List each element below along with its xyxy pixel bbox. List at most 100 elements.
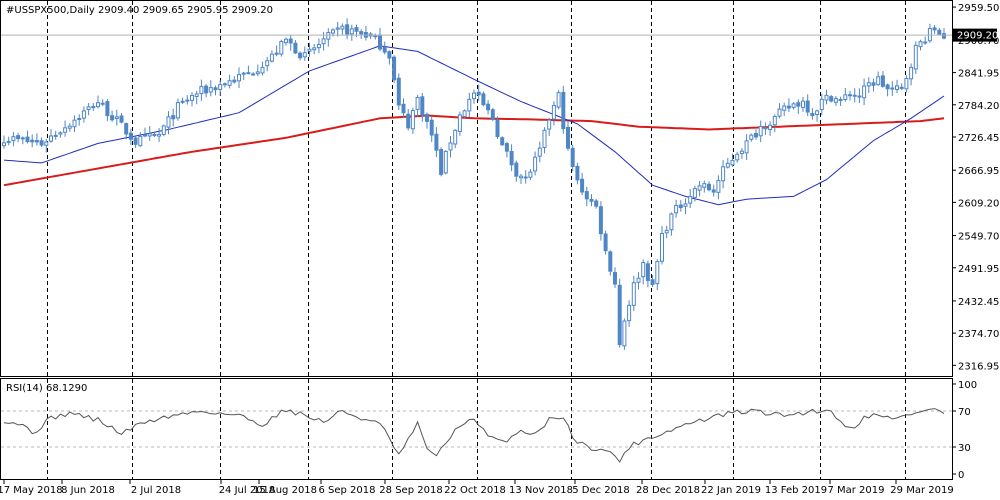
candle-body bbox=[636, 277, 641, 283]
candle-body bbox=[566, 126, 570, 149]
candle-body bbox=[819, 98, 824, 111]
candle-body bbox=[852, 94, 857, 97]
last-price-box bbox=[953, 28, 997, 42]
candle-body bbox=[119, 115, 124, 123]
candle-body bbox=[848, 94, 852, 97]
candle-body bbox=[213, 87, 218, 91]
candle-body bbox=[683, 203, 688, 207]
x-tick-label: 17 May 2018 bbox=[0, 485, 63, 496]
candle-body bbox=[523, 176, 528, 179]
symbol-label: #USSPX500,Daily bbox=[6, 5, 98, 16]
candle-body bbox=[805, 100, 810, 113]
candle-body bbox=[594, 200, 599, 207]
candle-body bbox=[25, 136, 30, 143]
x-tick-label: 2 Jul 2018 bbox=[131, 485, 181, 496]
candle-body bbox=[321, 38, 326, 45]
candle-body bbox=[899, 86, 904, 89]
candle-body bbox=[251, 73, 256, 76]
candle-body bbox=[650, 279, 655, 285]
ohlc-label: 2909.40 2909.65 2905.95 2909.20 bbox=[98, 5, 273, 16]
candle-body bbox=[58, 132, 63, 135]
candle-body bbox=[396, 77, 401, 106]
candle-body bbox=[584, 191, 589, 200]
candle-body bbox=[279, 41, 284, 55]
rsi-panel: RSI(14) 68.1290 bbox=[1, 379, 952, 479]
last-price-label: 2909.20 bbox=[957, 31, 998, 42]
candle-body bbox=[16, 135, 21, 140]
candle-body bbox=[838, 98, 843, 101]
candle-body bbox=[114, 116, 119, 119]
candle-body bbox=[495, 119, 500, 137]
candle-body bbox=[641, 261, 646, 278]
x-tick-label: 13 Nov 2018 bbox=[509, 485, 573, 496]
candle-body bbox=[110, 115, 115, 121]
candle-body bbox=[721, 166, 726, 182]
candle-body bbox=[876, 76, 881, 86]
candle-body bbox=[11, 136, 16, 142]
candle-body bbox=[716, 180, 721, 193]
candle-body bbox=[44, 141, 49, 146]
candle-body bbox=[519, 175, 523, 179]
x-tick-label: 28 Sep 2018 bbox=[379, 485, 442, 496]
price-tick-label: 2784.20 bbox=[958, 101, 999, 112]
candle-body bbox=[603, 233, 608, 252]
candle-body bbox=[622, 320, 627, 347]
candle-body bbox=[472, 92, 476, 100]
candle-body bbox=[429, 119, 434, 136]
candle-body bbox=[697, 185, 702, 191]
candle-body bbox=[547, 119, 552, 130]
x-tick-label: 22 Jan 2019 bbox=[701, 485, 761, 496]
candle-body bbox=[937, 29, 942, 35]
candle-body bbox=[796, 102, 801, 107]
candle-body bbox=[768, 124, 773, 131]
candle-body bbox=[67, 125, 72, 129]
candle-body bbox=[316, 43, 321, 49]
candle-body bbox=[222, 83, 227, 86]
candle-body bbox=[53, 134, 58, 137]
candle-body bbox=[180, 100, 185, 103]
rsi-tick-label: 70 bbox=[958, 407, 971, 418]
candle-body bbox=[862, 85, 867, 99]
candle-body bbox=[34, 139, 39, 143]
price-panel: #USSPX500,Daily 2909.40 2909.65 2905.95 … bbox=[0, 1, 952, 376]
candle-body bbox=[448, 142, 453, 151]
candle-body bbox=[30, 139, 35, 143]
candlestick-series bbox=[2, 18, 946, 350]
candle-body bbox=[133, 137, 138, 145]
rsi-line bbox=[3, 408, 945, 463]
candle-body bbox=[175, 102, 180, 119]
candle-body bbox=[166, 116, 171, 128]
candle-body bbox=[608, 251, 613, 272]
rsi-tick-label: 100 bbox=[958, 380, 977, 391]
x-tick-label: 7 Mar 2019 bbox=[827, 485, 884, 496]
candle-body bbox=[340, 25, 345, 30]
candle-body bbox=[415, 96, 420, 110]
candle-body bbox=[829, 96, 834, 102]
candle-body bbox=[843, 94, 848, 100]
candle-body bbox=[354, 27, 359, 32]
candle-body bbox=[241, 72, 246, 75]
candle-body bbox=[49, 135, 53, 142]
candle-body bbox=[749, 134, 754, 140]
candle-body bbox=[481, 93, 486, 106]
candle-body bbox=[866, 82, 871, 87]
candle-body bbox=[735, 153, 740, 161]
candle-body bbox=[218, 84, 223, 90]
candle-body bbox=[909, 66, 914, 80]
candle-body bbox=[439, 148, 444, 175]
candle-body bbox=[434, 133, 439, 151]
candle-body bbox=[942, 33, 946, 39]
candle-body bbox=[443, 150, 448, 174]
candle-body bbox=[542, 129, 547, 148]
candle-body bbox=[815, 110, 820, 116]
candle-body bbox=[269, 53, 274, 62]
candle-body bbox=[556, 92, 561, 108]
candle-body bbox=[476, 91, 481, 96]
candle-body bbox=[246, 72, 251, 75]
rsi-header: RSI(14) 68.1290 bbox=[6, 383, 87, 394]
candle-body bbox=[302, 52, 307, 58]
candle-body bbox=[880, 75, 885, 87]
candle-body bbox=[598, 206, 603, 235]
